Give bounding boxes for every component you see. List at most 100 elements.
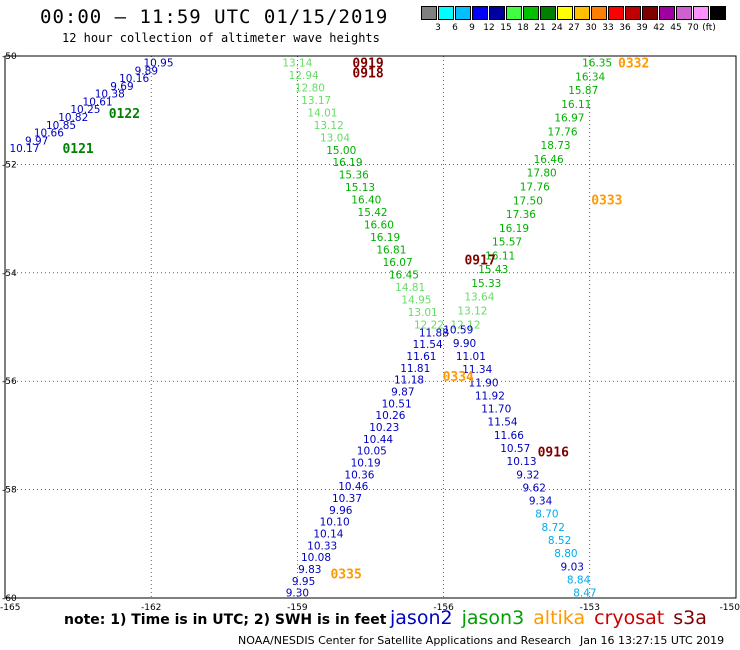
colorbar-swatch [557,6,573,20]
colorbar-label: 6 [452,23,458,33]
wave-height-value: 18.73 [541,140,571,152]
lat-tick-label: -56 [2,377,17,387]
wave-height-value: 8.72 [542,522,565,534]
wave-height-value: 10.38 [95,89,125,101]
wave-height-value: 10.25 [70,104,100,116]
wave-height-value: 13.04 [320,132,350,144]
satellite-legend: jason2 jason3 altika cryosat s3a [390,607,716,629]
wave-height-value: 11.92 [475,390,505,402]
wave-height-value: 15.57 [492,237,522,249]
wave-height-value: 8.80 [554,548,577,560]
colorbar-swatch [659,6,675,20]
lat-tick-label: -60 [2,594,17,604]
colorbar-swatch [506,6,522,20]
wave-height-value: 10.23 [369,422,399,434]
satellite-legend-jason2: jason2 [390,607,453,629]
wave-height-value: 15.42 [358,207,388,219]
satellite-legend-jason3: jason3 [461,607,525,629]
wave-height-value: 16.46 [534,154,564,166]
wave-height-value: 16.35 [582,58,612,70]
wave-height-value: 16.60 [364,220,394,232]
wave-height-value: 9.89 [135,65,158,77]
wave-height-value: 10.14 [313,528,343,540]
wave-height-value: 11.54 [488,417,518,429]
colorbar-label: 9 [469,23,475,33]
colorbar-unit: (ft) [702,23,716,33]
wave-height-value: 8.47 [573,588,596,600]
colorbar-label: 33 [602,23,614,33]
lon-tick-label: -165 [0,603,20,613]
wave-height-value: 15.13 [345,182,375,194]
wave-height-value: 9.97 [25,135,48,147]
colorbar-label: 39 [636,23,648,33]
wave-height-value: 13.01 [408,307,438,319]
colorbar-swatch [693,6,709,20]
colorbar-swatch [676,6,692,20]
wave-height-value: 16.19 [499,223,529,235]
wave-height-value: 10.61 [83,96,113,108]
wave-height-value: 10.10 [320,517,350,529]
colorbar-label: 3 [435,23,441,33]
wave-height-value: 15.00 [326,145,356,157]
pass-time-label: 0334 [443,370,474,385]
colorbar-swatch [472,6,488,20]
credit-line: NOAA/NESDIS Center for Satellite Applica… [238,634,572,647]
wave-height-value: 9.95 [292,576,315,588]
colorbar-swatch [574,6,590,20]
wave-height-value: 10.95 [143,58,173,70]
wave-height-value: 10.13 [507,456,537,468]
pass-time-label: 0919 [352,57,383,72]
wave-height-value: 10.85 [46,120,76,132]
colorbar-label: 24 [551,23,563,33]
colorbar-label: 70 [687,23,699,33]
wave-height-value: 10.66 [34,128,64,140]
lat-tick-label: -54 [2,269,17,279]
wave-height-value: 14.01 [307,107,337,119]
wave-height-value: 9.32 [516,469,539,481]
wave-height-value: 8.84 [567,574,591,586]
wave-height-value: 16.40 [351,195,381,207]
lat-tick-label: -58 [2,486,17,496]
footnote: note: 1) Time is in UTC; 2) SWH is in fe… [64,612,387,628]
lon-tick-label: -150 [720,603,740,613]
wave-height-value: 16.19 [370,232,400,244]
wave-height-value: 14.81 [395,282,425,294]
wave-height-value: 9.90 [453,338,476,350]
wave-height-value: 9.03 [561,561,584,573]
wave-height-value: 17.76 [520,182,550,194]
wave-height-value: 11.01 [456,351,486,363]
wave-height-value: 9.62 [523,482,546,494]
wave-height-value: 9.96 [329,505,353,517]
pass-time-label: 0121 [62,142,93,157]
colorbar-swatch [438,6,454,20]
wave-height-value: 11.18 [394,375,424,387]
lat-tick-label: -52 [2,160,17,170]
wave-height-value: 11.66 [494,430,524,442]
wave-height-value: 16.11 [485,250,515,262]
wave-height-value: 15.36 [339,170,369,182]
lon-tick-label: -153 [580,603,600,613]
colorbar-label: 15 [500,23,512,33]
wave-height-value: 16.19 [332,157,362,169]
wave-height-value: 17.80 [527,168,557,180]
colorbar-label: 18 [517,23,529,33]
wave-height-value: 10.26 [375,410,405,422]
wave-height-value: 16.97 [554,113,584,125]
colorbar-label: 21 [534,23,546,33]
pass-time-label: 0335 [330,568,361,583]
map-subtitle: 12 hour collection of altimeter wave hei… [62,31,380,45]
wave-height-value: 12.94 [289,70,319,82]
wave-height-value: 15.33 [471,278,501,290]
wave-height-value: 10.36 [344,469,374,481]
satellite-legend-cryosat: cryosat [594,607,665,629]
wave-height-value: 11.54 [413,339,443,351]
wave-height-value: 10.37 [332,493,362,505]
wave-height-value: 9.87 [391,387,414,399]
wave-height-value: 13.64 [464,292,494,304]
colorbar-swatch [540,6,556,20]
colorbar-swatch [625,6,641,20]
wave-height-value: 10.17 [9,143,39,155]
colorbar-label: 27 [568,23,580,33]
colorbar-swatch [455,6,471,20]
